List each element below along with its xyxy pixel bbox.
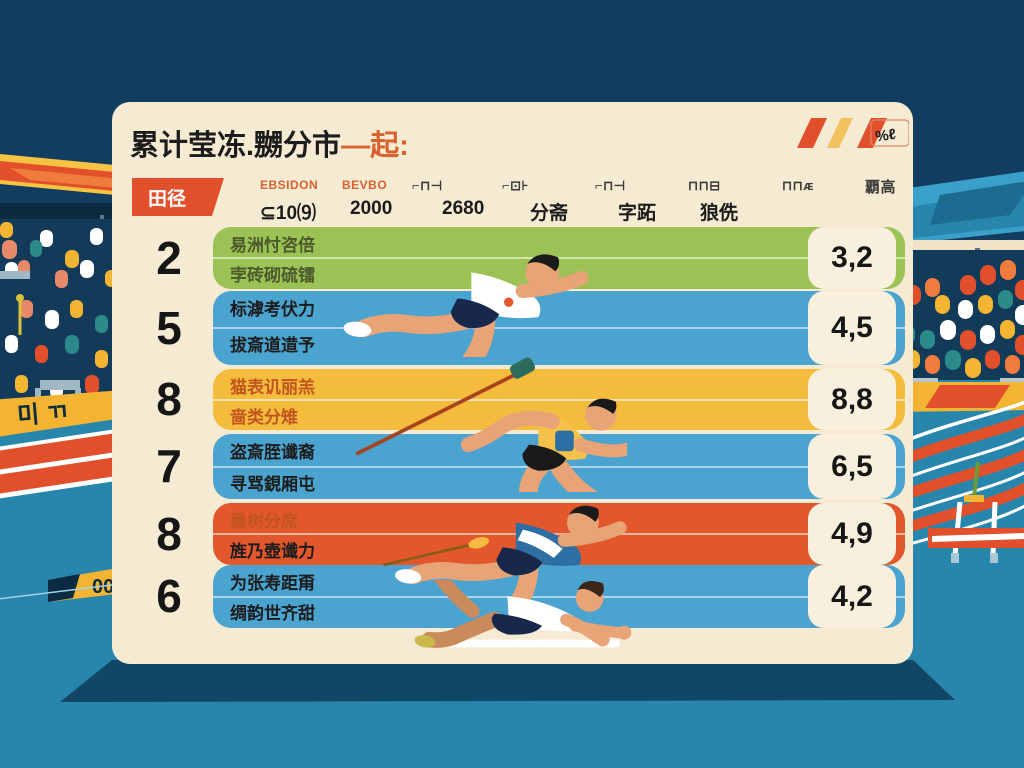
svg-text:田径: 田径 bbox=[148, 188, 186, 210]
svg-text:%ℓ: %ℓ bbox=[874, 126, 897, 146]
